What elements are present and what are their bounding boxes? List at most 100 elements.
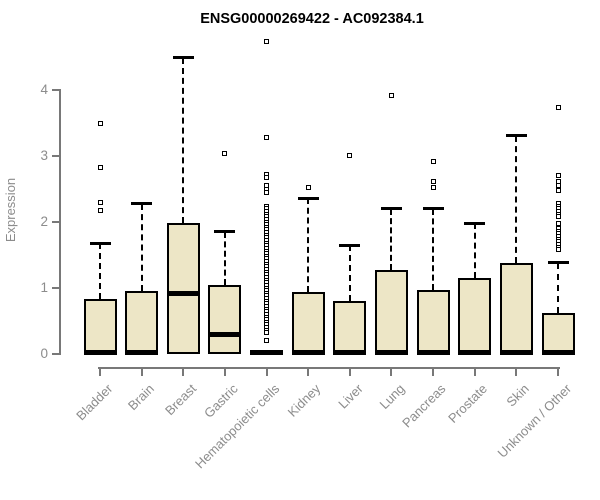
median-8 bbox=[416, 349, 450, 355]
median-1 bbox=[125, 349, 159, 355]
x-tick-0 bbox=[99, 367, 101, 376]
outlier-point bbox=[555, 173, 561, 179]
y-tick-3 bbox=[52, 155, 59, 157]
whisker-cap-8 bbox=[422, 207, 444, 211]
y-tick-4 bbox=[52, 89, 59, 91]
y-tick-label-4: 4 bbox=[40, 82, 48, 97]
x-tick-3 bbox=[223, 367, 226, 376]
box-11 bbox=[541, 313, 575, 354]
outlier-point bbox=[555, 183, 561, 189]
box-1 bbox=[125, 291, 159, 354]
median-0 bbox=[83, 349, 117, 355]
whisker-cap-7 bbox=[380, 207, 402, 211]
outlier-point bbox=[555, 214, 561, 220]
y-tick-label-3: 3 bbox=[40, 148, 48, 163]
median-11 bbox=[541, 349, 575, 355]
y-tick-1 bbox=[52, 287, 59, 289]
whisker-line-10 bbox=[515, 135, 518, 263]
whisker-cap-1 bbox=[131, 202, 153, 206]
x-axis-line bbox=[98, 367, 561, 369]
x-category-label-1: Brain bbox=[125, 381, 158, 414]
outlier-point bbox=[264, 39, 270, 45]
x-tick-5 bbox=[307, 367, 310, 376]
x-tick-2 bbox=[182, 367, 185, 376]
box-0 bbox=[83, 299, 117, 354]
median-7 bbox=[374, 349, 408, 355]
x-tick-1 bbox=[140, 367, 143, 376]
whisker-line-8 bbox=[432, 208, 435, 290]
y-tick-label-0: 0 bbox=[40, 346, 48, 361]
median-3 bbox=[208, 331, 242, 337]
box-5 bbox=[291, 291, 325, 354]
whisker-cap-6 bbox=[339, 243, 361, 247]
x-category-label-10: Skin bbox=[503, 381, 533, 410]
outlier-point bbox=[555, 178, 561, 184]
chart-title: ENSG00000269422 - AC092384.1 bbox=[200, 11, 424, 27]
outlier-point bbox=[555, 247, 561, 253]
x-tick-6 bbox=[348, 367, 351, 376]
median-5 bbox=[291, 349, 325, 355]
whisker-cap-9 bbox=[464, 221, 486, 225]
outlier-point bbox=[430, 158, 436, 164]
outlier-point bbox=[347, 152, 353, 158]
x-category-label-11: Unknown / Other bbox=[494, 381, 574, 461]
outlier-point bbox=[264, 189, 270, 195]
outlier-point bbox=[305, 184, 311, 190]
box-6 bbox=[333, 301, 367, 354]
outlier-point bbox=[97, 120, 103, 126]
outlier-point bbox=[264, 135, 270, 141]
outlier-point bbox=[97, 200, 103, 206]
x-category-label-9: Prostate bbox=[445, 381, 491, 426]
box-10 bbox=[499, 262, 533, 354]
y-tick-0 bbox=[52, 353, 59, 355]
box-7 bbox=[374, 270, 408, 354]
outlier-point bbox=[555, 105, 561, 111]
x-tick-9 bbox=[473, 367, 476, 376]
x-category-label-8: Pancreas bbox=[399, 381, 449, 431]
outlier-point bbox=[97, 164, 103, 170]
whisker-line-11 bbox=[557, 262, 560, 314]
whisker-cap-5 bbox=[297, 196, 319, 200]
x-tick-11 bbox=[557, 367, 560, 376]
outlier-point bbox=[97, 207, 103, 213]
x-tick-4 bbox=[265, 367, 268, 376]
whisker-line-6 bbox=[348, 245, 351, 302]
whisker-line-9 bbox=[473, 223, 476, 279]
outlier-point bbox=[264, 337, 270, 343]
median-4 bbox=[250, 350, 284, 356]
whisker-cap-11 bbox=[547, 261, 569, 265]
y-axis-line bbox=[59, 89, 61, 355]
whisker-line-5 bbox=[307, 198, 310, 292]
whisker-line-2 bbox=[182, 57, 185, 224]
box-9 bbox=[458, 278, 492, 354]
x-category-label-5: Kidney bbox=[285, 381, 324, 420]
outlier-point bbox=[388, 92, 394, 98]
median-6 bbox=[333, 349, 367, 355]
y-tick-2 bbox=[52, 221, 59, 223]
x-category-label-3: Gastric bbox=[200, 381, 241, 421]
whisker-cap-3 bbox=[214, 230, 236, 234]
box-2 bbox=[166, 223, 200, 354]
x-tick-8 bbox=[432, 367, 435, 376]
outlier-point bbox=[430, 179, 436, 185]
x-category-label-6: Liver bbox=[334, 381, 366, 412]
whisker-line-0 bbox=[99, 243, 101, 300]
whisker-line-3 bbox=[223, 231, 226, 285]
outlier-point bbox=[555, 220, 561, 226]
median-9 bbox=[458, 349, 492, 355]
whisker-line-1 bbox=[140, 203, 143, 292]
y-tick-label-1: 1 bbox=[40, 280, 48, 295]
x-category-label-7: Lung bbox=[376, 381, 408, 413]
outlier-point bbox=[264, 330, 270, 336]
outlier-point bbox=[555, 187, 561, 193]
x-tick-10 bbox=[515, 367, 518, 376]
box-8 bbox=[416, 289, 450, 354]
median-10 bbox=[499, 349, 533, 355]
outlier-point bbox=[222, 150, 228, 156]
outlier-point bbox=[264, 175, 270, 181]
x-tick-7 bbox=[390, 367, 393, 376]
whisker-line-7 bbox=[390, 208, 393, 271]
y-tick-label-2: 2 bbox=[40, 214, 48, 229]
median-2 bbox=[166, 290, 200, 296]
